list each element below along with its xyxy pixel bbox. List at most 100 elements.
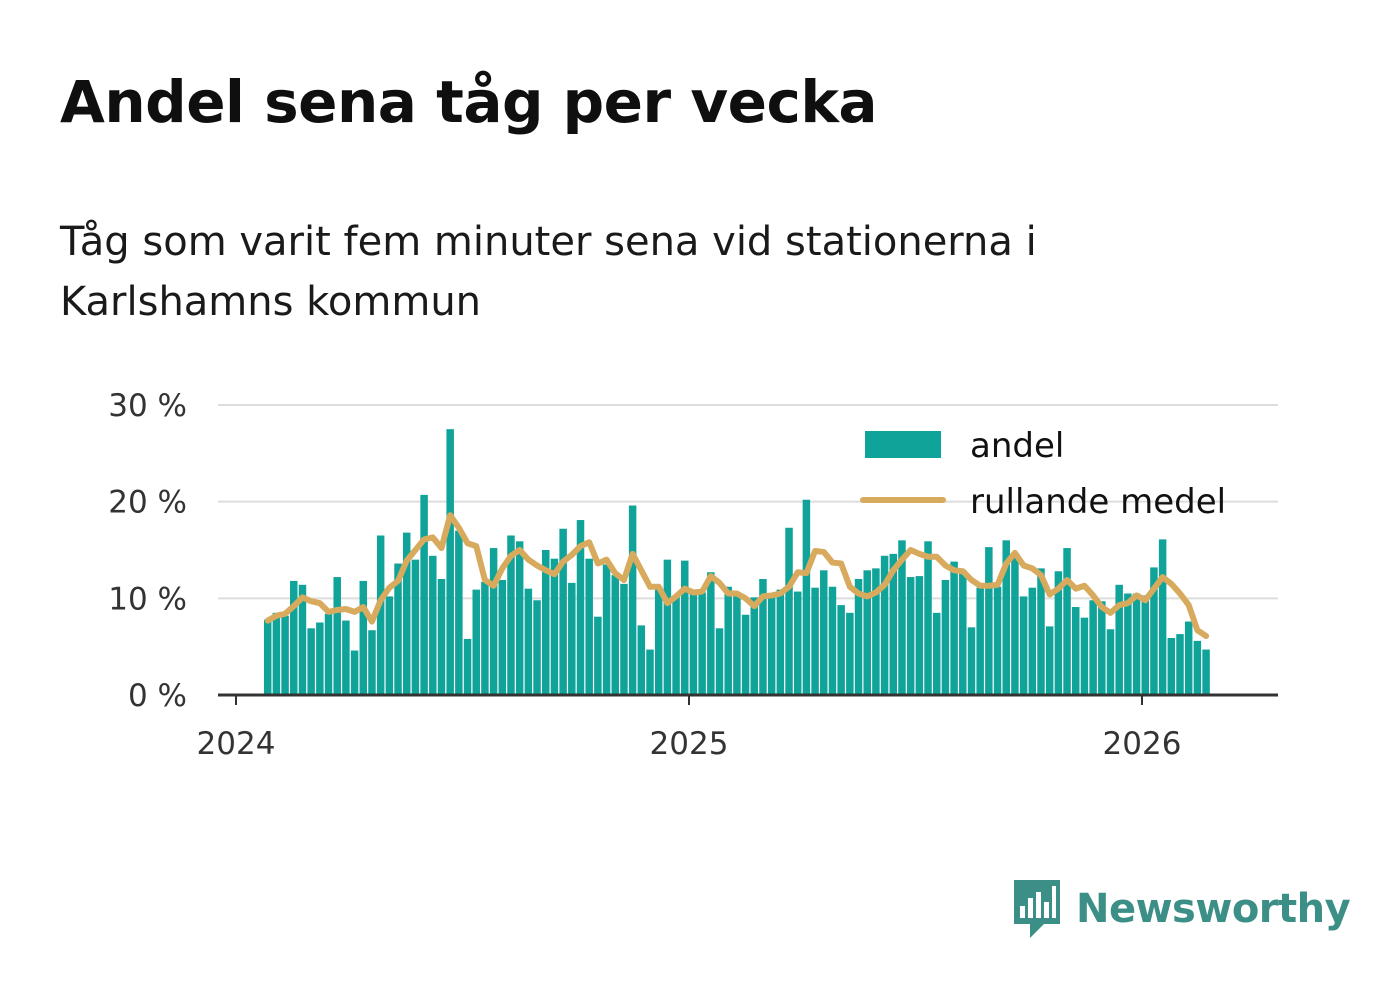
bar-80: [959, 570, 967, 695]
bar-98: [1115, 584, 1123, 695]
bar-45: [654, 586, 663, 695]
line-series-rullande-medel: [264, 512, 1210, 640]
line-rullande-medel: [264, 512, 1210, 640]
bar-86: [1011, 557, 1019, 695]
bar-66: [837, 605, 845, 695]
bar-12: [368, 630, 376, 695]
bar-57: [759, 579, 767, 695]
bar-93: [1072, 607, 1080, 695]
bar-107: [1193, 640, 1202, 695]
bar-29: [515, 541, 524, 695]
bar-85: [1002, 540, 1010, 695]
bar-43: [637, 625, 646, 695]
bar-44: [646, 649, 654, 695]
bar-42: [628, 505, 637, 695]
bar-87: [1019, 596, 1028, 695]
chart-title: Andel sena tåg per vecka: [60, 68, 878, 136]
bar-50: [698, 592, 706, 695]
bar-76: [924, 541, 932, 695]
bar-97: [1106, 629, 1115, 695]
bar-94: [1080, 617, 1089, 695]
bar-81: [967, 627, 976, 695]
brand-name: Newsworthy: [1076, 886, 1351, 932]
bar-68: [854, 579, 863, 695]
bar-64: [820, 570, 828, 695]
bar-108: [1202, 649, 1210, 695]
x-tick-label-2025: 2025: [650, 726, 729, 762]
bar-54: [733, 594, 741, 695]
bar-25: [481, 581, 489, 695]
bar-23: [463, 638, 472, 695]
bar-77: [932, 612, 941, 695]
bar-40: [611, 575, 619, 695]
bar-62: [802, 499, 811, 695]
bar-32: [542, 550, 550, 695]
bar-39: [602, 564, 611, 695]
bar-46: [663, 559, 672, 695]
chart-subtitle: Tåg som varit fem minuter sena vid stati…: [60, 219, 1037, 325]
bar-90: [1045, 626, 1054, 695]
y-tick-label-30: 30 %: [108, 388, 187, 424]
newsworthy-logo-icon: [1014, 880, 1060, 938]
x-tick-label-2024: 2024: [197, 726, 276, 762]
bar-75: [915, 576, 924, 695]
bar-11: [359, 580, 368, 695]
bar-74: [906, 577, 915, 695]
bar-9: [342, 620, 350, 695]
y-tick-label-20: 20 %: [108, 485, 187, 521]
legend-label-andel: andel: [970, 426, 1064, 466]
bar-56: [750, 597, 759, 695]
bar-82: [976, 587, 984, 695]
y-tick-label-10: 10 %: [108, 581, 187, 617]
bar-19: [429, 555, 437, 695]
bar-59: [776, 589, 785, 695]
bar-49: [689, 589, 698, 695]
bar-1: [272, 612, 281, 695]
bar-106: [1184, 621, 1193, 695]
legend-label-rullande-medel: rullande medel: [970, 482, 1226, 522]
bar-47: [672, 596, 680, 695]
bar-84: [993, 586, 1002, 695]
bar-31: [533, 600, 541, 695]
bar-104: [1167, 637, 1176, 695]
bar-line-chart: 0 % 10 % 20 % 30 % 2024 2025 2026 andel rullan…: [108, 388, 1278, 762]
bar-99: [1124, 593, 1132, 695]
bar-8: [333, 577, 341, 695]
bar-3: [290, 580, 298, 695]
bar-71: [880, 555, 889, 695]
bar-20: [437, 579, 446, 695]
bar-13: [376, 535, 385, 695]
bar-41: [620, 583, 628, 695]
bar-37: [585, 558, 593, 695]
x-tick-label-2026: 2026: [1103, 726, 1182, 762]
bar-48: [681, 560, 689, 695]
bar-79: [950, 561, 958, 695]
bar-7: [324, 613, 333, 695]
bar-101: [1141, 595, 1149, 695]
bar-38: [594, 616, 602, 695]
bar-28: [507, 535, 515, 695]
legend: andel rullande medel: [860, 426, 1226, 522]
bar-35: [568, 582, 576, 695]
bar-83: [985, 547, 993, 695]
bar-17: [411, 559, 420, 695]
bar-30: [524, 588, 533, 695]
legend-swatch-andel: [865, 431, 941, 458]
bar-72: [889, 553, 898, 695]
bar-10: [350, 650, 359, 695]
bar-0: [263, 619, 272, 695]
bar-52: [715, 628, 724, 695]
bar-51: [707, 572, 715, 695]
bar-60: [785, 527, 793, 695]
bar-24: [472, 589, 480, 695]
bar-91: [1054, 571, 1063, 695]
bar-92: [1063, 548, 1071, 695]
bar-70: [872, 568, 880, 695]
bar-18: [420, 494, 428, 695]
bar-89: [1037, 568, 1045, 695]
bar-69: [863, 570, 871, 695]
bar-5: [307, 628, 315, 695]
bar-103: [1158, 539, 1167, 695]
bar-88: [1028, 587, 1037, 695]
bar-16: [402, 532, 411, 695]
